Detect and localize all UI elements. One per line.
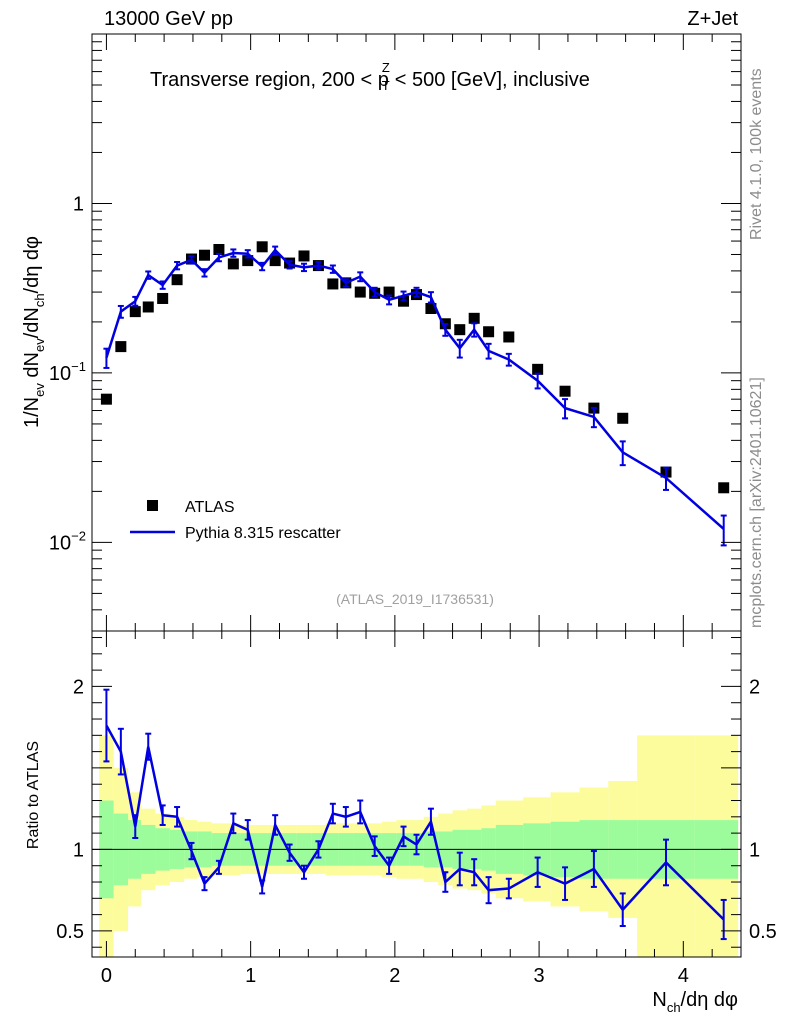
header-right: Z+Jet [687,8,738,30]
atlas-point [383,286,395,298]
ratio-xtick-label: 1 [245,965,256,987]
legend-atlas-label: ATLAS [185,499,235,516]
mc-line [105,248,725,530]
ratio-ytick-label-right: 1 [749,839,760,861]
atlas-point [242,255,254,267]
atlas-point [129,306,141,318]
ratio-xtick-label: 4 [678,965,689,987]
atlas-point [327,278,339,290]
atlas-point [142,301,154,313]
legend-mc-label: Pythia 8.315 rescatter [185,525,341,542]
side-rivet-label: Rivet 4.1.0, 100k events [748,68,765,240]
ratio-xtick-label: 0 [101,965,112,987]
ratio-ytick-label: 2 [73,676,84,698]
atlas-point [100,393,112,405]
main-ytick-label: 1 [73,193,84,215]
main-axis-ticks: 10−2 10−1 1 [49,33,741,632]
atlas-point [157,292,169,304]
main-ytick-label: 10−1 [49,359,86,385]
ratio-panel: 0.5 0.5 1 1 2 2 0 1 2 3 4 Ratio to ATLAS Nch/dη dφ [25,630,777,1015]
atlas-point [298,250,310,262]
atlas-point [227,258,239,270]
atlas-point [454,324,466,336]
legend-atlas-marker [147,500,158,511]
ratio-ylabel: Ratio to ATLAS [25,741,42,849]
main-ylabel: 1/Nev dNev/dNch/dη dφ [21,236,47,428]
ratio-ytick-label-right: 2 [749,676,760,698]
atlas-point [171,274,183,286]
ratio-xtick-label: 2 [389,965,400,987]
atlas-point [718,482,730,494]
main-title: Transverse region, 200 < pZ T < 500 [GeV],… [150,60,590,93]
side-mcplots-label: mcplots.cern.ch [arXiv:2401.10621] [748,377,765,628]
atlas-point [483,326,495,338]
atlas-point [256,241,268,253]
ratio-ytick-label-right: 0.5 [749,921,777,943]
atlas-point [503,331,515,343]
main-panel: 10−2 10−1 1 Transverse region, 200 < pZ T < … [21,33,742,632]
atlas-point [354,286,366,298]
ratio-data-layer [92,688,741,957]
legend: ATLAS Pythia 8.315 rescatter [130,499,341,542]
ratio-frame [91,630,742,958]
atlas-point [617,412,629,424]
atlas-point [213,243,225,255]
atlas-point [198,249,210,261]
header-left: 13000 GeV pp [104,8,233,30]
atlas-point [425,302,437,314]
ratio-axis-ticks: 0.5 0.5 1 1 2 2 0 1 2 3 4 [56,631,777,987]
atlas-point [559,385,571,397]
ratio-xtick-label: 3 [534,965,545,987]
main-annotation: (ATLAS_2019_I1736531) [336,591,494,607]
main-ytick-label: 10−2 [49,528,86,554]
atlas-point [115,341,127,353]
main-data-layer [100,241,730,547]
atlas-point [468,312,480,324]
atlas-point [269,255,281,267]
ratio-xlabel: Nch/dη dφ [652,989,738,1015]
ratio-ytick-label: 0.5 [56,921,84,943]
ratio-ytick-label: 1 [73,839,84,861]
atlas-point [532,363,544,375]
